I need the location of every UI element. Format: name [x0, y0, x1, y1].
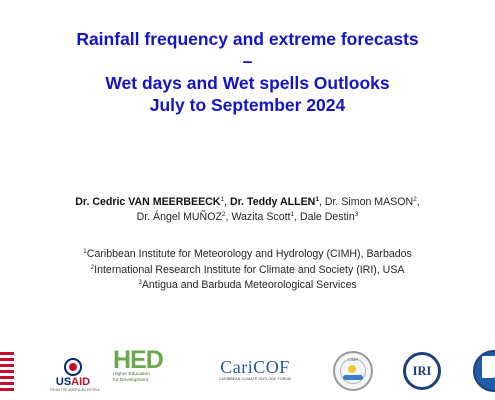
title-line-4: July to September 2024	[149, 95, 346, 115]
title-line-2: –	[242, 51, 253, 71]
noaa-logo	[473, 350, 495, 392]
cimh-caption: CIMH	[347, 357, 359, 362]
title-line-1: Rainfall frequency and extreme forecasts	[76, 29, 419, 49]
author-affil-sup: 1	[315, 196, 319, 203]
slide-title: Rainfall frequency and extreme forecasts…	[0, 28, 495, 116]
sun-icon	[348, 365, 356, 373]
partner-logos: USAID FROM THE AMERICAN PEOPLE HED Highe…	[0, 340, 495, 400]
author-name: Dr. Ángel MUÑOZ	[136, 211, 222, 223]
author-list: Dr. Cedric VAN MEERBEECK1, Dr. Teddy ALL…	[0, 195, 495, 225]
author-affil-sup: 1	[290, 211, 295, 218]
author-line-2: Dr. Ángel MUÑOZ2, Wazita Scott1, Dale De…	[136, 211, 359, 223]
affiliation-sup: 3	[138, 279, 142, 286]
affiliation-text: Antigua and Barbuda Meteorological Servi…	[141, 279, 357, 291]
bird-icon	[482, 356, 495, 378]
usaid-seal-icon	[64, 358, 82, 376]
hed-tagline-1: Higher Education	[113, 372, 150, 377]
author-affil-sup: 1	[220, 196, 225, 203]
hed-wordmark: HED	[113, 346, 164, 374]
hed-logo: HED Higher Education for Development	[113, 348, 175, 396]
iri-logo: IRI	[403, 352, 441, 390]
author-name: Dr. Teddy ALLEN	[229, 196, 316, 208]
author-line-1: Dr. Cedric VAN MEERBEECK1, Dr. Teddy ALL…	[75, 196, 420, 208]
iri-wordmark: IRI	[412, 364, 432, 378]
affiliation-sup: 1	[83, 248, 87, 255]
wave-icon	[343, 375, 363, 380]
author-affil-sup: 2	[413, 196, 417, 203]
author-name: Dr. Simon MASON	[324, 196, 414, 208]
affiliation-item: 1Caribbean Institute for Meteorology and…	[0, 247, 495, 263]
author-affil-sup: 2	[221, 211, 226, 218]
hed-tagline-2: for Development	[113, 377, 149, 383]
author-affil-sup: 3	[354, 211, 359, 218]
author-name: Dale Destin	[300, 211, 355, 223]
title-line-3: Wet days and Wet spells Outlooks	[105, 73, 390, 93]
usaid-tagline: FROM THE AMERICAN PEOPLE	[50, 388, 101, 392]
affiliation-list: 1Caribbean Institute for Meteorology and…	[0, 247, 495, 294]
author-name: Wazita Scott	[231, 211, 291, 223]
affiliation-sup: 2	[90, 263, 95, 271]
author-name: Dr. Cedric VAN MEERBEECK	[75, 196, 221, 208]
us-flag-logo	[0, 352, 14, 392]
caricof-tagline: CARIBBEAN CLIMATE OUTLOOK FORUM	[218, 377, 292, 381]
cimh-logo: CIMH	[333, 351, 373, 391]
affiliation-text: Caribbean Institute for Meteorology and …	[86, 248, 412, 260]
usaid-word-aid: AID	[71, 376, 91, 388]
caricof-logo: CariCOF CARIBBEAN CLIMATE OUTLOOK FORUM	[205, 358, 305, 388]
usaid-logo: USAID FROM THE AMERICAN PEOPLE	[50, 358, 101, 398]
affiliation-item: 3Antigua and Barbuda Meteorological Serv…	[0, 278, 495, 294]
usaid-word-us: US	[55, 376, 72, 388]
caricof-wordmark: CariCOF	[220, 357, 290, 377]
cimh-ring	[340, 358, 366, 384]
affiliation-item: 2International Research Institute for Cl…	[0, 263, 495, 279]
affiliation-text: International Research Institute for Cli…	[94, 263, 405, 276]
